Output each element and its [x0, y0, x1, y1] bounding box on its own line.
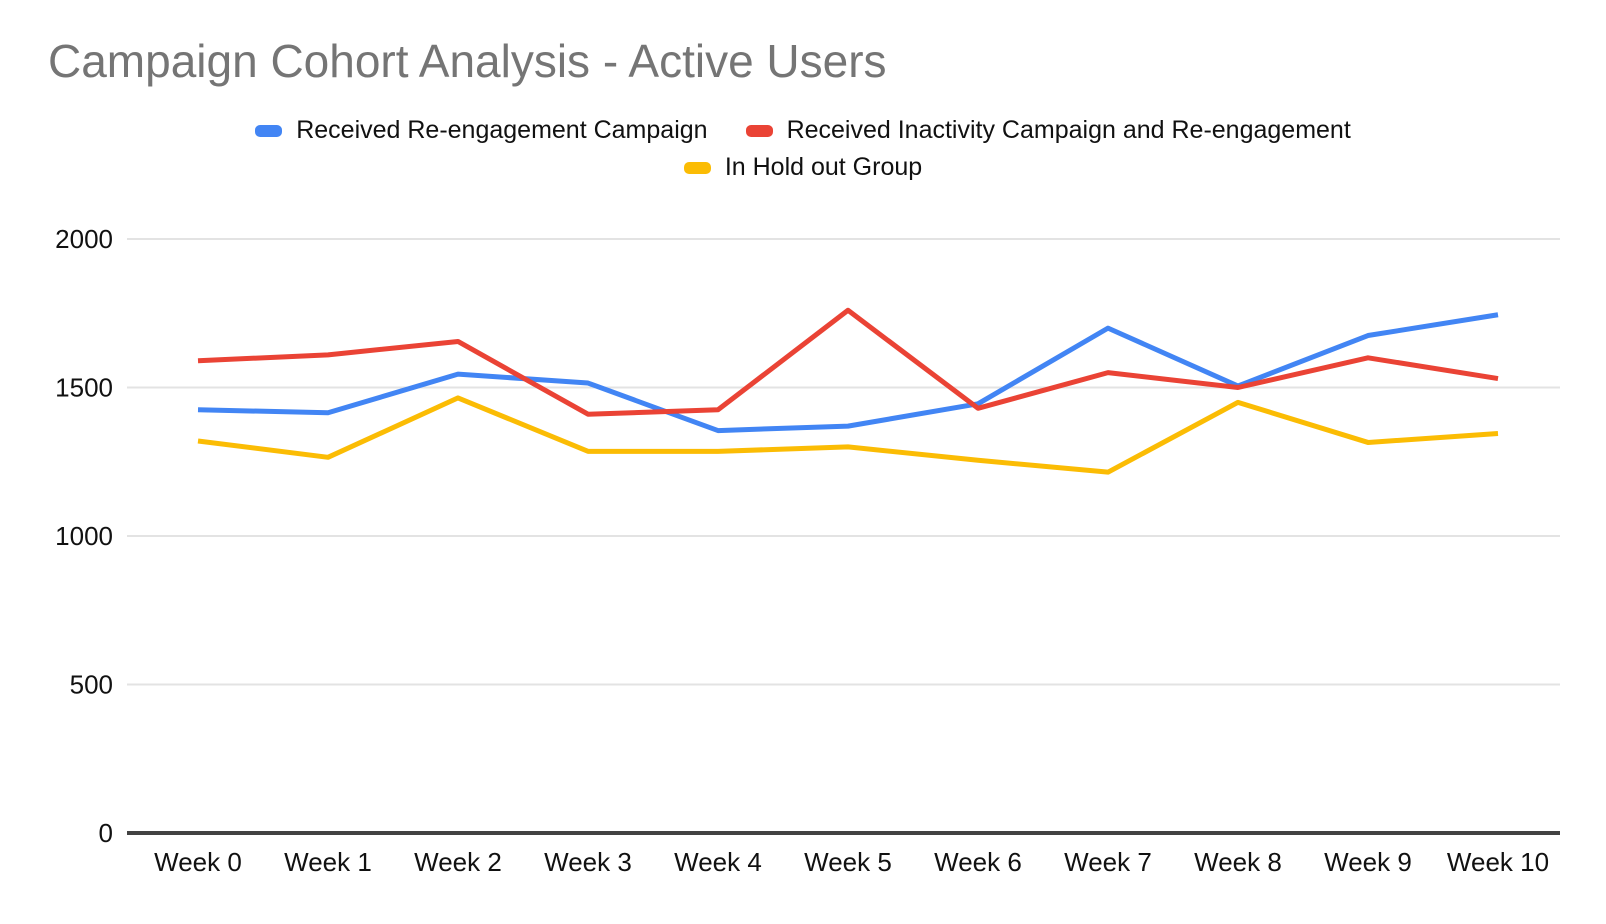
x-tick-label: Week 6	[934, 847, 1022, 877]
chart-canvas: 0 500 1000 1500 2000 Week 0 Week 1 Week 2 Week 3…	[55, 224, 1560, 877]
series-line-1	[197, 307, 1499, 417]
legend-label-re-engagement: Received Re-engagement Campaign	[296, 116, 708, 144]
legend-label-holdout: In Hold out Group	[724, 153, 923, 181]
legend-item-inactivity-and-re-engagement[interactable]: Received Inactivity Campaign and Re-enga…	[745, 116, 1351, 145]
x-tick-label: Week 2	[414, 847, 502, 877]
x-tick-label: Week 8	[1194, 847, 1282, 877]
x-tick-label: Week 7	[1064, 847, 1152, 877]
x-tick-label: Week 0	[154, 847, 242, 877]
series-line-0	[197, 312, 1499, 434]
legend-item-holdout[interactable]: In Hold out Group	[683, 153, 923, 182]
x-tick-label: Week 10	[1447, 847, 1549, 877]
legend-swatch-red-icon	[745, 124, 773, 137]
x-tick-label: Week 5	[804, 847, 892, 877]
y-tick-label: 1000	[55, 521, 113, 551]
legend-item-re-engagement[interactable]: Received Re-engagement Campaign	[255, 116, 708, 145]
legend-swatch-blue-icon	[255, 124, 283, 137]
series-line-2	[197, 395, 1499, 475]
legend: Received Re-engagement Campaign Received…	[0, 116, 1606, 182]
x-tick-label: Week 1	[284, 847, 372, 877]
y-tick-label: 500	[70, 670, 113, 700]
chart-title: Campaign Cohort Analysis - Active Users	[48, 35, 887, 87]
y-tick-label: 1500	[55, 373, 113, 403]
x-tick-label: Week 3	[544, 847, 632, 877]
x-tick-label: Week 9	[1324, 847, 1412, 877]
legend-row-2: In Hold out Group	[683, 153, 923, 182]
legend-swatch-yellow-icon	[683, 161, 711, 174]
legend-row-1: Received Re-engagement Campaign Received…	[255, 116, 1351, 145]
x-tick-label: Week 4	[674, 847, 762, 877]
legend-label-inactivity-and-re-engagement: Received Inactivity Campaign and Re-enga…	[786, 116, 1351, 144]
y-tick-label: 2000	[55, 224, 113, 254]
y-tick-label: 0	[99, 818, 113, 848]
